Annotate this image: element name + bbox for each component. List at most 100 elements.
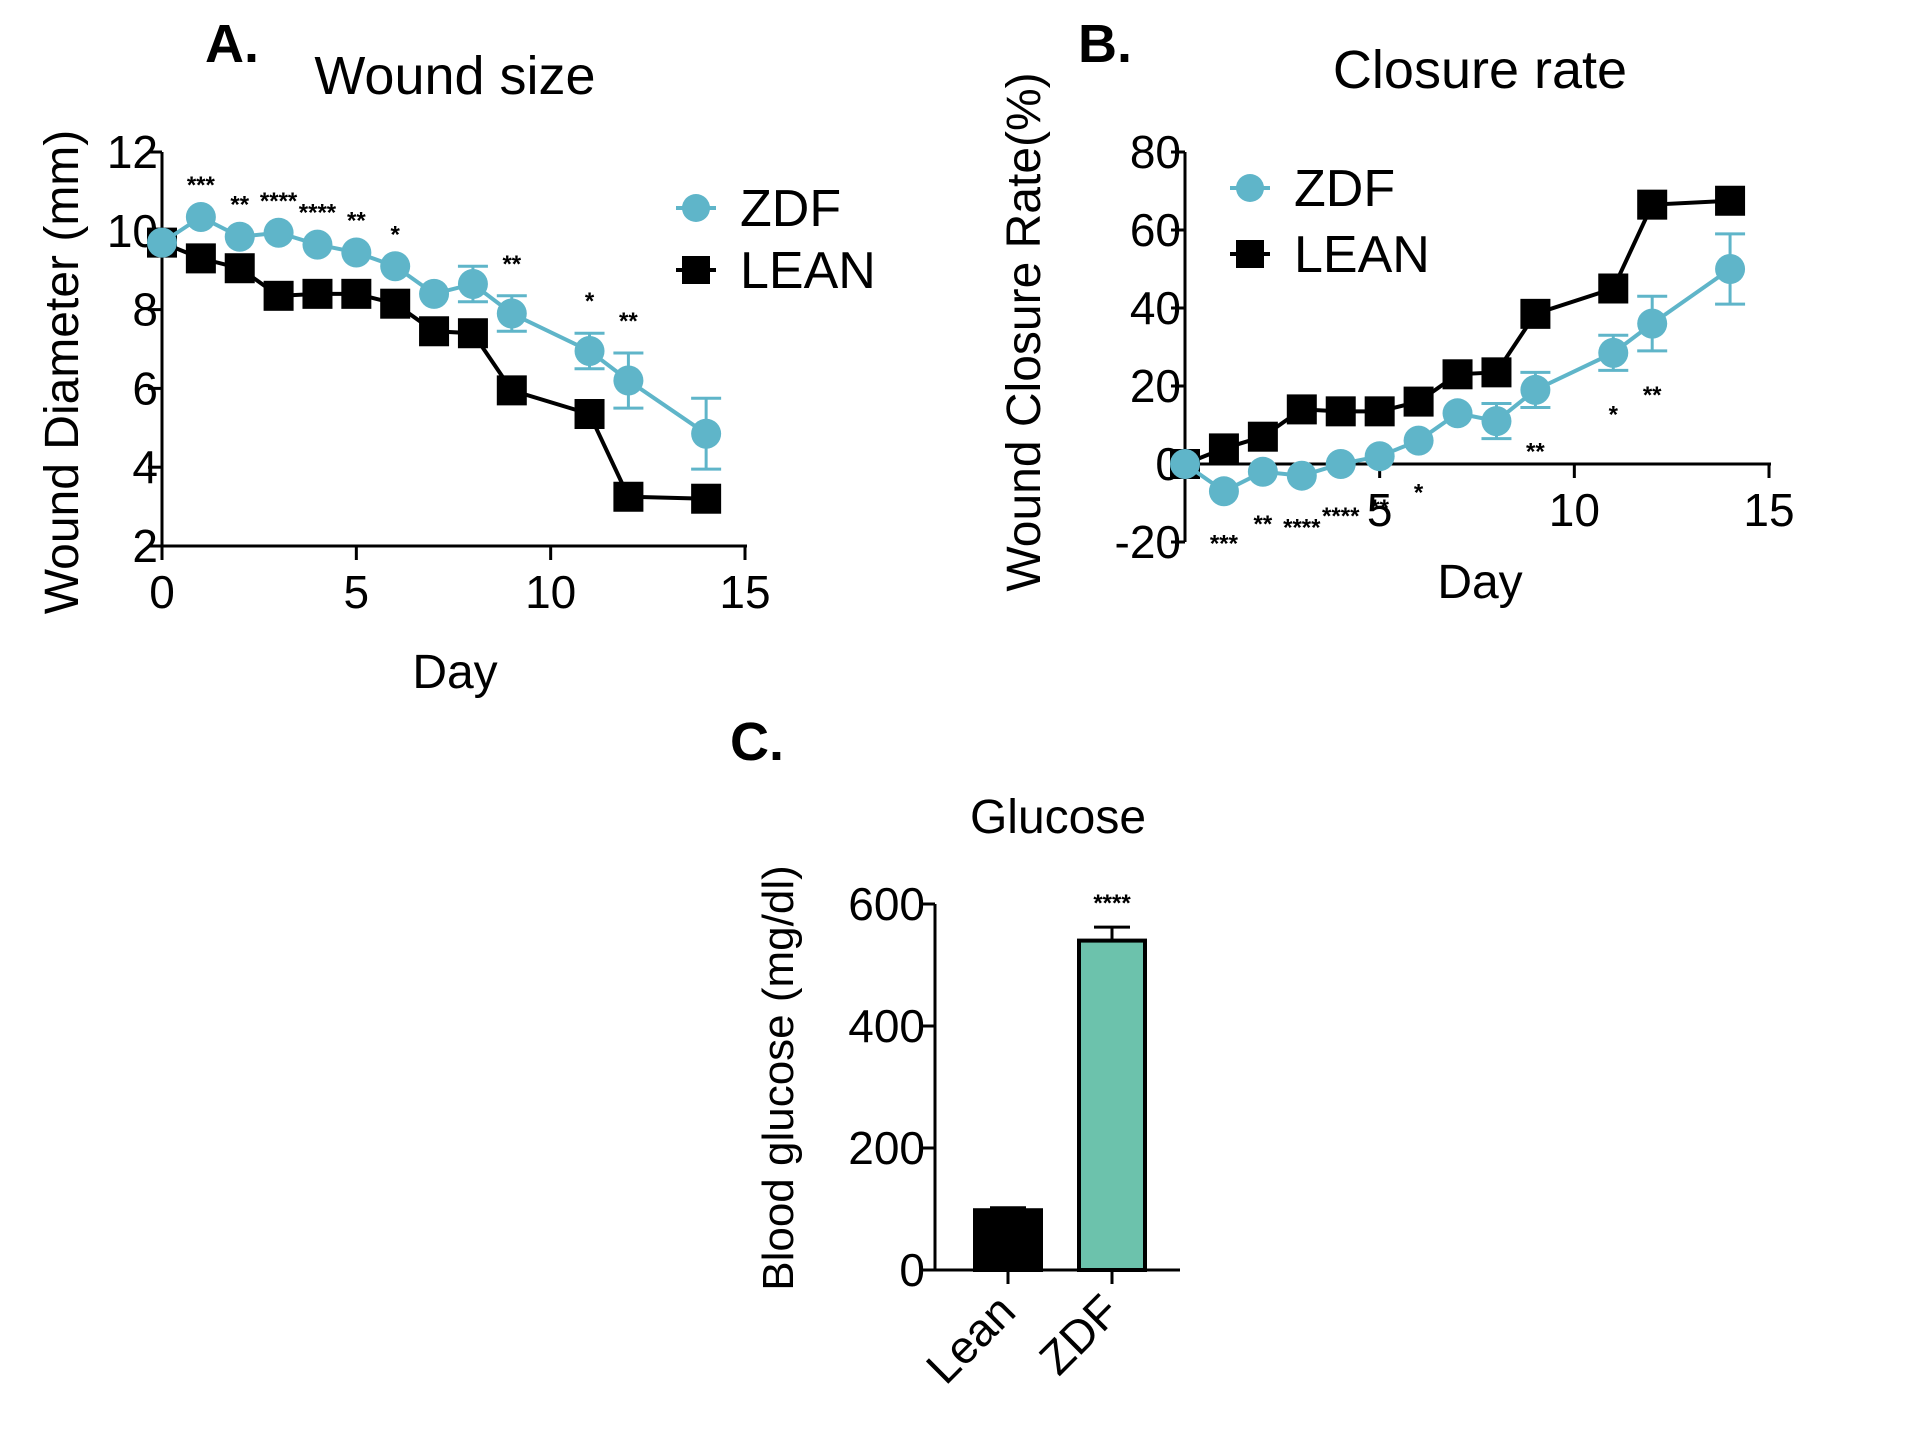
panel-a-plot-area: ***** **** **** ******** (147, 172, 722, 514)
significance-label: **** (1283, 515, 1321, 542)
lean-point (613, 481, 644, 512)
significance-label: **** (260, 188, 298, 215)
y-tick-label: 40 (1130, 282, 1181, 334)
x-tick-label: 5 (1367, 484, 1393, 536)
lean-point (1637, 189, 1668, 220)
legend-zdf-label: ZDF (1294, 160, 1395, 218)
zdf-point (574, 335, 605, 366)
zdf-point (419, 278, 450, 309)
bar-zdf (1077, 938, 1147, 1272)
panel-b-x-label: Day (1437, 556, 1522, 609)
legend-zdf-marker (1236, 174, 1264, 202)
significance-label: ** (1370, 495, 1389, 522)
lean-point (1442, 359, 1473, 390)
zdf-point (496, 298, 527, 329)
lean-point (1208, 433, 1239, 464)
significance-label: **** (1093, 890, 1131, 917)
lean-point (341, 278, 372, 309)
significance-label: **** (299, 200, 337, 227)
lean-point (380, 288, 411, 319)
lean-point (1286, 394, 1317, 425)
y-tick-label: 400 (848, 1000, 925, 1052)
y-tick-label: 80 (1130, 126, 1181, 178)
y-tick-label: -20 (1115, 516, 1181, 568)
y-tick-label: 12 (107, 126, 158, 178)
lean-point (1325, 396, 1356, 427)
significance-label: **** (1322, 503, 1360, 530)
significance-label: ** (1643, 382, 1662, 409)
legend-lean-marker (1236, 240, 1264, 268)
zdf-point (1637, 308, 1668, 339)
significance-label: * (1609, 401, 1619, 428)
panel-b: B. Closure rate Wound Closure Rate(%) Da… (998, 14, 1795, 609)
zdf-point (1325, 449, 1356, 479)
x-tick-label: 15 (719, 566, 770, 618)
zdf-point (1598, 337, 1629, 368)
significance-label: ** (619, 308, 638, 335)
x-tick-label: 15 (1743, 484, 1794, 536)
panel-a-legend: ZDF LEAN (676, 180, 876, 300)
zdf-point (457, 268, 488, 299)
zdf-point (147, 227, 177, 258)
zdf-point (1208, 476, 1239, 507)
significance-label: * (1414, 480, 1424, 507)
legend-zdf-label: ZDF (740, 180, 841, 238)
significance-label: ** (1526, 438, 1545, 465)
legend-lean-label: LEAN (740, 242, 876, 300)
x-tick-label: 10 (1549, 484, 1600, 536)
y-tick-label: 2 (132, 520, 158, 572)
panel-b-plot-area: ***** **** **** ******** (1170, 185, 1746, 557)
lean-point (574, 399, 605, 430)
lean-point (263, 280, 294, 311)
significance-label: * (391, 221, 401, 248)
significance-label: ** (230, 192, 249, 219)
legend-lean-marker (682, 256, 710, 284)
y-tick-label: 0 (899, 1244, 925, 1296)
significance-label: ** (347, 207, 366, 234)
y-tick-label: 6 (132, 362, 158, 414)
panel-c-title: Glucose (970, 791, 1146, 844)
panel-c-y-ticks: 0 200 400 600 (848, 878, 935, 1296)
x-tick-label: 5 (344, 566, 370, 618)
panel-c-y-label: Blood glucose (mg/dl) (754, 865, 803, 1291)
y-tick-label: 20 (1130, 360, 1181, 412)
zdf-point (263, 217, 294, 248)
panel-b-letter: B. (1078, 14, 1132, 74)
y-tick-label: 4 (132, 441, 158, 493)
x-tick-label: 0 (149, 566, 175, 618)
zdf-point (224, 221, 255, 252)
zdf-point (185, 202, 216, 233)
zdf-point (1170, 449, 1200, 479)
x-tick-label: 10 (525, 566, 576, 618)
y-tick-label: 60 (1130, 204, 1181, 256)
x-tick-label: Lean (916, 1284, 1025, 1393)
lean-point (1598, 273, 1629, 304)
panel-a-x-ticks: 0 5 10 15 (149, 546, 771, 618)
panel-c-letter: C. (730, 712, 784, 772)
significance-label: * (585, 288, 595, 315)
lean-point (1247, 421, 1278, 452)
lean-point (1481, 357, 1512, 388)
y-tick-label: 200 (848, 1122, 925, 1174)
y-tick-label: 8 (132, 284, 158, 336)
zdf-point (380, 251, 411, 282)
bar-lean (973, 1208, 1043, 1272)
zdf-point (1481, 406, 1512, 437)
zdf-point (1520, 374, 1551, 405)
y-tick-label: 600 (848, 878, 925, 930)
zdf-point (1715, 254, 1746, 284)
significance-label: ** (1254, 511, 1273, 538)
legend-zdf-marker (682, 194, 710, 222)
panel-b-title: Closure rate (1333, 40, 1627, 100)
lean-point (302, 278, 333, 309)
x-tick-label: ZDF (1029, 1284, 1129, 1384)
panel-c-plot-area: Lean ZDF **** (916, 890, 1147, 1393)
lean-point (1403, 386, 1434, 417)
legend-lean-label: LEAN (1294, 226, 1430, 284)
lean-point (691, 483, 722, 514)
zdf-point (1364, 441, 1395, 472)
zdf-point (341, 237, 372, 268)
lean-point (1715, 185, 1746, 216)
